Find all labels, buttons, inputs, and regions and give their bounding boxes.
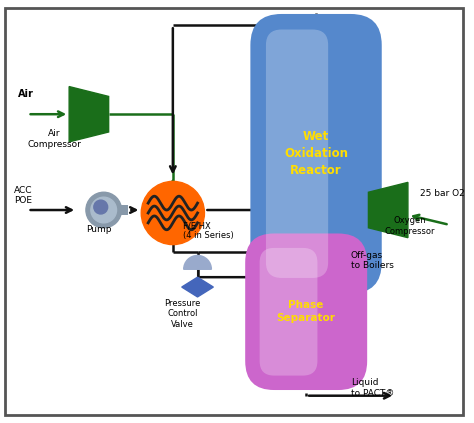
- Circle shape: [141, 181, 204, 244]
- Text: Wet
Oxidation
Reactor: Wet Oxidation Reactor: [284, 130, 348, 177]
- FancyBboxPatch shape: [245, 233, 367, 390]
- Text: Oxygen
Compressor: Oxygen Compressor: [384, 216, 435, 236]
- Text: ACC
POE: ACC POE: [14, 186, 32, 205]
- FancyBboxPatch shape: [266, 30, 328, 278]
- Text: Air
Compressor: Air Compressor: [27, 129, 81, 148]
- FancyBboxPatch shape: [250, 14, 382, 294]
- Text: F/E HX
(4 in Series): F/E HX (4 in Series): [182, 221, 234, 240]
- Polygon shape: [182, 277, 198, 297]
- Text: 25 bar O2: 25 bar O2: [420, 189, 465, 198]
- Circle shape: [86, 192, 121, 228]
- FancyBboxPatch shape: [260, 248, 318, 376]
- Polygon shape: [368, 182, 408, 238]
- Text: Pressure
Control
Valve: Pressure Control Valve: [164, 299, 201, 329]
- Text: Off-gas
to Boilers: Off-gas to Boilers: [351, 251, 393, 270]
- Text: Pump: Pump: [86, 225, 111, 234]
- Wedge shape: [184, 255, 211, 269]
- Polygon shape: [198, 277, 213, 297]
- Text: Air: Air: [18, 89, 34, 99]
- Bar: [94, 205, 128, 215]
- Polygon shape: [69, 87, 109, 142]
- Circle shape: [94, 200, 108, 214]
- Circle shape: [91, 197, 117, 223]
- Text: Liquid
to PACT®: Liquid to PACT®: [351, 378, 394, 398]
- Text: Phase
Separator: Phase Separator: [277, 300, 336, 323]
